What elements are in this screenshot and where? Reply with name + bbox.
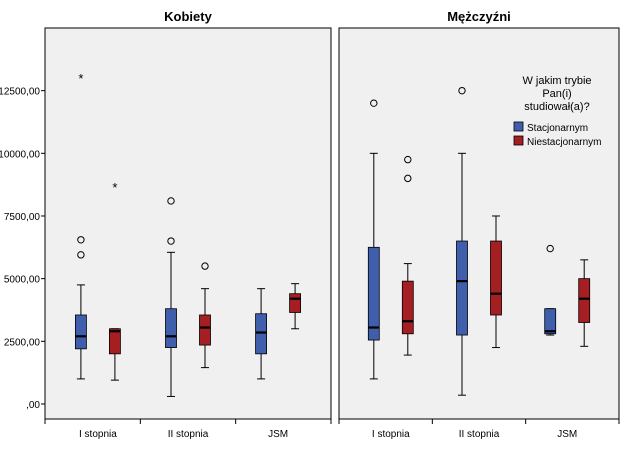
box-iqr (456, 240, 468, 336)
box-stacjonarnym-mezczyzni-i-stopnia (367, 99, 380, 380)
y-tick-label: 2500,00 (4, 337, 41, 348)
outlier-circle (404, 174, 412, 183)
panel-title-mezczyzni: Mężczyźni (447, 9, 511, 24)
panel-header-kobiety (45, 4, 331, 28)
y-tick-label: 12500,00 (0, 87, 40, 98)
legend-swatch-stacjonarnym (513, 121, 524, 132)
panel-title-kobiety: Kobiety (164, 9, 212, 24)
box-iqr (289, 293, 301, 313)
outlier-circle (77, 236, 85, 244)
box-iqr (109, 328, 121, 355)
outlier-circle (201, 262, 209, 270)
x-axes: I stopnia II stopnia JSM I stopnia II stopni… (44, 418, 620, 440)
box-stacjonarnym-mezczyzni-ii-stopnia (456, 86, 468, 396)
outlier-circle (546, 244, 554, 253)
outlier-circle (404, 155, 412, 164)
x-tick-label-kobiety-ii-stopnia: II stopnia (168, 429, 209, 440)
box-iqr (401, 280, 414, 335)
box-iqr (367, 246, 380, 341)
y-tick-label: 10000,00 (0, 149, 40, 160)
box-niestacjonarnym-mezczyzni-ii-stopnia (490, 215, 502, 349)
box-iqr (255, 313, 267, 355)
extreme-outlier-star: * (112, 180, 117, 195)
plot-panel-mezczyzni (338, 27, 620, 420)
box-iqr (75, 314, 87, 350)
panel-header-mezczyzni (339, 4, 619, 28)
legend-label-niestacjonarnym: Niestacjonarnym (527, 137, 601, 148)
box-iqr (165, 308, 177, 348)
x-tick-label-mezczyzni-i-stopnia: I stopnia (372, 429, 410, 440)
legend-swatch-niestacjonarnym (513, 135, 524, 146)
box-stacjonarnym-kobiety-jsm (255, 288, 267, 380)
legend-title-line-3: studiował(a)? (524, 101, 589, 113)
box-niestacjonarnym-kobiety-jsm (289, 283, 301, 330)
y-tick-label: 7500,00 (4, 212, 41, 223)
outlier-circle (77, 251, 85, 259)
box-stacjonarnym-kobiety-i-stopnia: * (75, 71, 87, 380)
box-iqr (544, 308, 557, 335)
box-iqr (199, 314, 211, 346)
box-stacjonarnym-kobiety-ii-stopnia (165, 197, 177, 397)
box-niestacjonarnym-mezczyzni-jsm (578, 259, 591, 347)
legend-label-stacjonarnym: Stacjonarnym (527, 123, 588, 134)
legend-title-line-1: W jakim trybie (522, 75, 591, 87)
box-niestacjonarnym-mezczyzni-i-stopnia (401, 155, 414, 356)
box-iqr (578, 278, 591, 323)
extreme-outlier-star: * (78, 71, 83, 86)
x-tick-label-kobiety-i-stopnia: I stopnia (79, 429, 117, 440)
outlier-circle (167, 237, 175, 245)
x-tick-label-mezczyzni-jsm: JSM (557, 429, 577, 440)
x-tick-label-mezczyzni-ii-stopnia: II stopnia (459, 429, 500, 440)
y-axis-ticks: ,00 2500,00 5000,00 7500,00 10000,00 12500,00 (0, 87, 45, 411)
box-stacjonarnym-mezczyzni-jsm (544, 244, 557, 336)
outlier-circle (167, 197, 175, 205)
boxes: ** (75, 71, 591, 397)
x-tick-label-kobiety-jsm: JSM (268, 429, 288, 440)
box-niestacjonarnym-kobiety-i-stopnia: * (109, 180, 121, 381)
outlier-circle (458, 86, 466, 95)
legend-title-line-2: Pan(i) (542, 88, 571, 100)
plot-panel-kobiety (44, 27, 332, 420)
box-iqr (490, 240, 502, 316)
y-tick-label: 5000,00 (4, 275, 41, 286)
outlier-circle (370, 99, 378, 107)
y-tick-label: ,00 (26, 400, 40, 411)
legend: W jakim trybie Pan(i) studiował(a)? Stac… (513, 75, 601, 148)
box-niestacjonarnym-kobiety-ii-stopnia (199, 262, 211, 369)
